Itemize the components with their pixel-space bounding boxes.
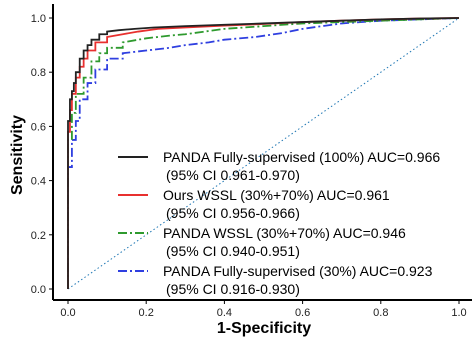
y-axis-title: Sensitivity	[9, 115, 26, 195]
legend-label-1: PANDA Fully-supervised (100%) AUC=0.966	[163, 149, 440, 165]
legend-label-3: PANDA WSSL (30%+70%) AUC=0.946	[163, 225, 406, 241]
x-tick-label: 1.0	[451, 307, 466, 319]
x-tick-label: 0.0	[60, 307, 75, 319]
x-axis-title: 1-Specificity	[217, 320, 311, 337]
y-tick-label: 0.0	[31, 284, 46, 296]
roc-series-3-line	[67, 17, 460, 289]
legend-ci-2: (95% CI 0.956-0.966)	[166, 205, 300, 221]
legend-ci-1: (95% CI 0.961-0.970)	[166, 167, 300, 183]
series-layer	[67, 17, 460, 289]
reference-line-layer	[67, 17, 460, 290]
x-tick-label: 0.8	[373, 307, 388, 319]
y-tick-label: 0.8	[31, 67, 46, 79]
roc-series-4-line	[67, 17, 460, 289]
legend-label-2: Ours WSSL (30%+70%) AUC=0.961	[163, 187, 390, 203]
x-tick-label: 0.4	[217, 307, 232, 319]
roc-series-1-line	[67, 17, 460, 289]
x-tick-label: 0.6	[295, 307, 310, 319]
y-tick-label: 0.6	[31, 121, 46, 133]
y-tick-label: 0.4	[31, 176, 46, 188]
y-tick-label: 0.2	[31, 230, 46, 242]
legend-ci-3: (95% CI 0.940-0.951)	[166, 243, 300, 259]
axes: 0.0 0.2 0.4 0.6 0.8 1.0 0.0 0.2 0.4 0.6 0.8 1.0	[31, 4, 472, 319]
legend: PANDA Fully-supervised (100%) AUC=0.966 (…	[118, 149, 440, 297]
x-tick-label: 0.2	[139, 307, 154, 319]
legend-label-4: PANDA Fully-supervised (30%) AUC=0.923	[163, 263, 433, 279]
y-tick-label: 1.0	[31, 13, 46, 25]
legend-ci-4: (95% CI 0.916-0.930)	[166, 281, 300, 297]
reference-diagonal-line	[67, 17, 460, 290]
